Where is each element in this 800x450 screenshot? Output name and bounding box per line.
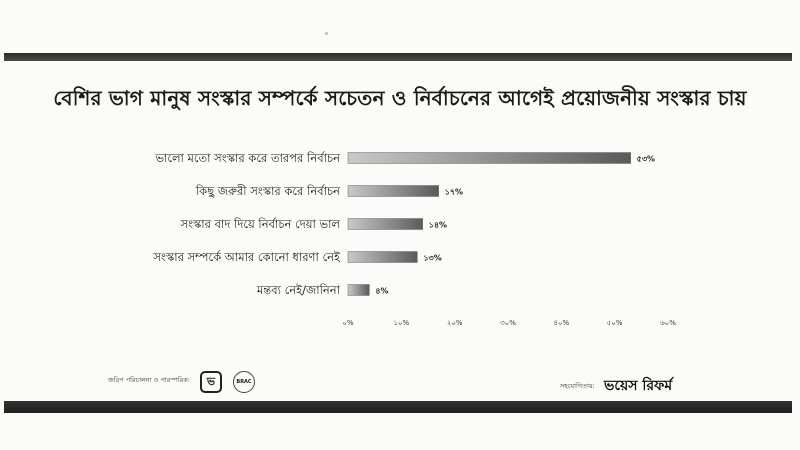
survey-credit-label: জরিপ পরিচালনা ও পারস্পরিক: <box>108 376 190 384</box>
bar <box>347 251 418 263</box>
data-label: ৫৩% <box>637 155 655 164</box>
partner-logo-brac: BRAC <box>233 371 255 393</box>
page-speck <box>325 32 328 35</box>
data-label: ১৩% <box>423 254 441 263</box>
data-label: ১৪% <box>429 221 447 230</box>
top-rule <box>4 53 792 61</box>
bottom-rule <box>4 401 792 413</box>
category-label: মন্তব্য নেই/জানিনা <box>256 283 341 297</box>
bar <box>347 152 631 164</box>
category-label: সংস্কার বাদ দিয়ে নির্বাচন দেয়া ভাল <box>179 217 341 231</box>
bar <box>347 284 370 296</box>
x-tick-label: ০% <box>342 319 354 327</box>
bar <box>347 185 439 197</box>
data-label: ১৭% <box>445 188 463 197</box>
x-tick-label: ৩০% <box>500 319 516 327</box>
x-tick-label: ৪০% <box>553 319 569 327</box>
support-label: সহযোগিতায়: <box>560 382 595 390</box>
partner-logo-1: ভ <box>200 371 222 393</box>
category-label: কিছু জরুরী সংস্কার করে নির্বাচন <box>195 184 341 199</box>
x-tick-label: ৬০% <box>660 319 676 327</box>
x-tick-label: ১০% <box>393 319 409 327</box>
chart-title: বেশির ভাগ মানুষ সংস্কার সম্পর্কে সচেতন ও… <box>53 86 747 110</box>
x-tick-label: ২০% <box>447 319 463 327</box>
category-label: সংস্কার সম্পর্কে আমার কোনো ধারণা নেই <box>152 250 341 264</box>
partner-logo-1-text: ভ <box>206 374 216 388</box>
partner-logo-2-text: BRAC <box>236 379 252 385</box>
x-tick-label: ৫০% <box>607 319 623 327</box>
bar <box>347 218 423 230</box>
category-label: ভালো মতো সংস্কার করে তারপর নির্বাচন <box>154 151 341 165</box>
data-label: ৪% <box>375 287 388 296</box>
voice-reform-logo: ভয়েস রিফর্ম <box>604 378 673 394</box>
